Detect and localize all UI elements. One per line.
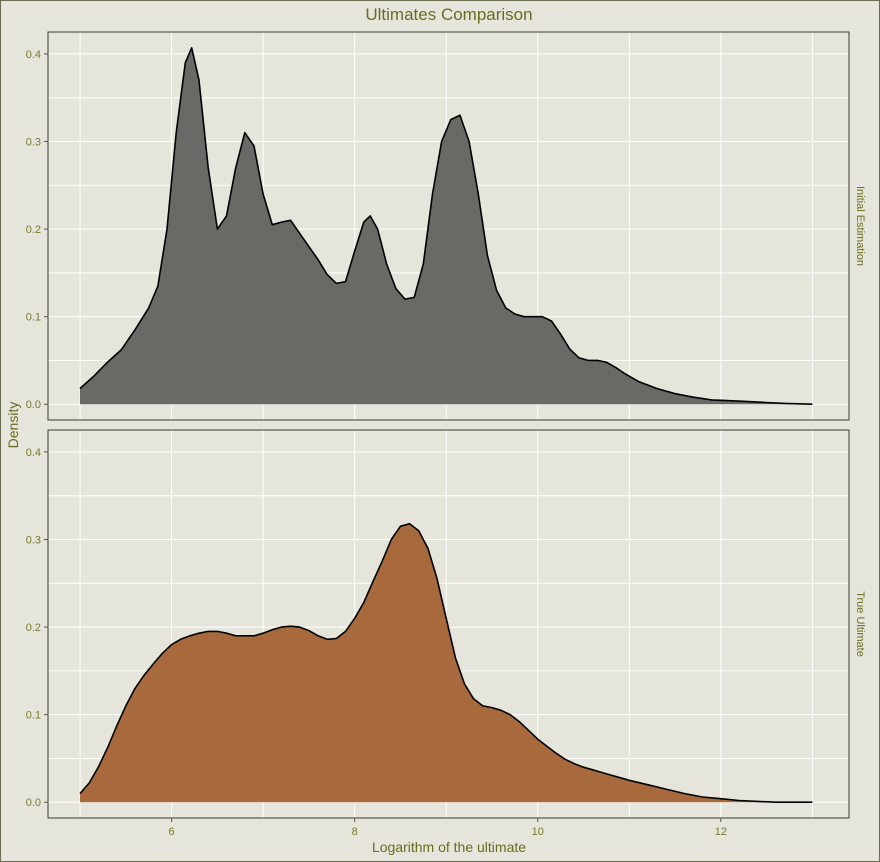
y-tick-label: 0.4 (26, 447, 41, 459)
y-tick-label: 0.2 (26, 224, 41, 236)
panel-1: 0.0 0.1 0.2 0.3 0.4 Initial Estimation (26, 31, 866, 421)
y-tick-label: 0.4 (26, 49, 41, 61)
x-tick-label: 10 (532, 826, 544, 838)
facet-strip-label: True Ultimate (854, 591, 866, 657)
x-tick-label: 8 (352, 826, 358, 838)
panel-border (47, 429, 850, 819)
density-line (79, 522, 813, 803)
y-tick-label: 0.2 (26, 622, 41, 634)
y-tick-label: 0.3 (26, 534, 41, 546)
density-area (80, 523, 813, 803)
panel-2: 0.0 0.1 0.2 0.3 0.4 True Ultimate (26, 429, 866, 819)
y-tick-label: 0.1 (26, 710, 41, 722)
x-tick-label: 12 (715, 826, 727, 838)
density-line (79, 47, 813, 405)
y-tick-label: 0.3 (26, 136, 41, 148)
facet-strip-label: Initial Estimation (854, 186, 866, 266)
x-tick-label: 6 (169, 826, 175, 838)
panel-border (47, 31, 850, 421)
y-tick-label: 0.0 (26, 399, 41, 411)
chart-title: Ultimates Comparison (365, 5, 532, 24)
x-axis-ticks: 6 8 10 12 (169, 818, 727, 838)
y-tick-label: 0.0 (26, 797, 41, 809)
density-area (80, 47, 813, 405)
x-axis-title: Logarithm of the ultimate (372, 839, 526, 855)
y-axis-title: Density (5, 402, 21, 449)
y-tick-label: 0.1 (26, 312, 41, 324)
